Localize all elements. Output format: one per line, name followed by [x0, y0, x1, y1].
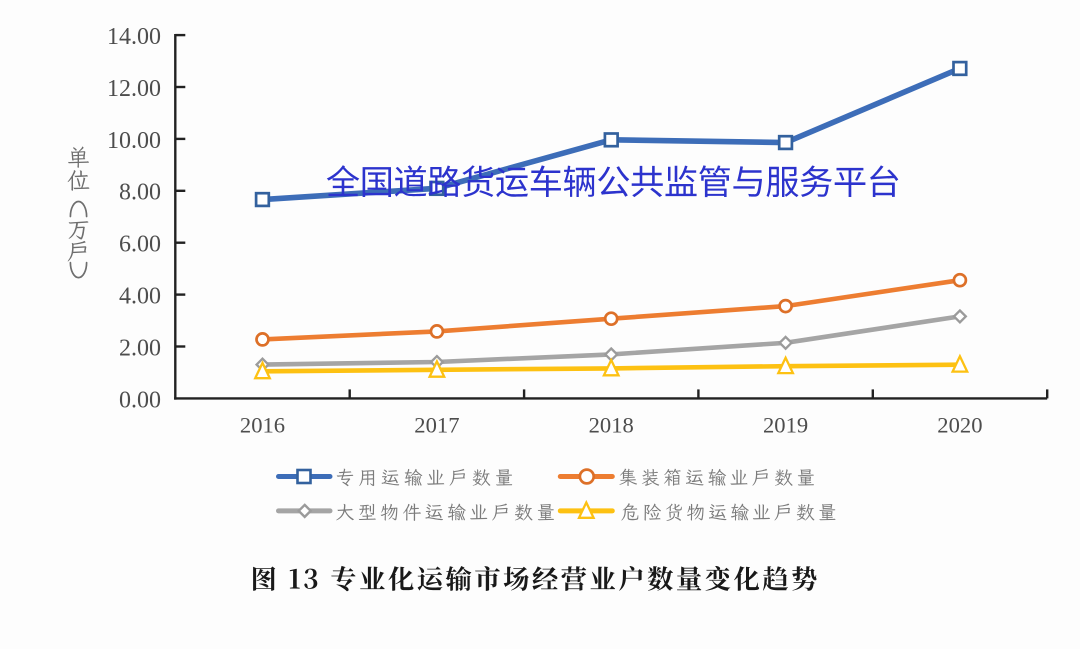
svg-text:14.00: 14.00 — [107, 24, 161, 50]
svg-text:12.00: 12.00 — [107, 76, 161, 102]
svg-text:2019: 2019 — [763, 413, 808, 438]
svg-text:2017: 2017 — [414, 413, 459, 438]
svg-text:2020: 2020 — [937, 413, 982, 438]
svg-text:0.00: 0.00 — [119, 387, 161, 413]
svg-text:10.00: 10.00 — [107, 128, 161, 154]
svg-text:6.00: 6.00 — [119, 232, 161, 258]
svg-text:2.00: 2.00 — [119, 335, 161, 361]
svg-text:2018: 2018 — [589, 413, 634, 438]
svg-text:4.00: 4.00 — [119, 284, 161, 310]
svg-text:8.00: 8.00 — [119, 180, 161, 206]
svg-text:2016: 2016 — [240, 413, 285, 438]
